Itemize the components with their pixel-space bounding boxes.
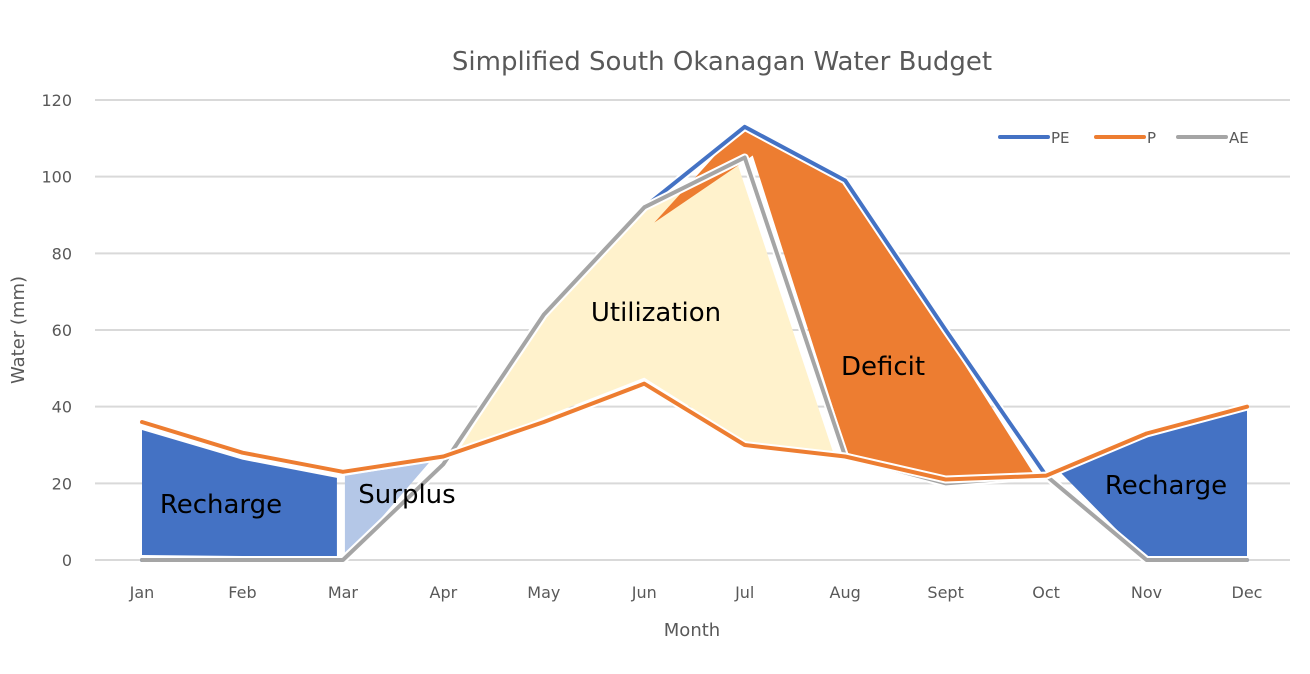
region-label-surplus: Surplus <box>358 480 455 510</box>
x-tick-label: Dec <box>1232 583 1263 602</box>
x-tick-label: Jul <box>734 583 754 602</box>
x-tick-label: Aug <box>830 583 861 602</box>
region-label-recharge: Recharge <box>160 490 282 520</box>
region-utilization <box>457 161 836 459</box>
region-recharge-early <box>142 430 337 557</box>
x-axis-ticks: Jan Feb Mar Apr May Jun Jul Aug Sept Oct Nov Dec <box>129 583 1263 602</box>
y-tick-label: 80 <box>52 244 72 263</box>
y-tick-label: 20 <box>52 474 72 493</box>
legend-label-p: P <box>1147 129 1156 147</box>
y-tick-label: 60 <box>52 321 72 340</box>
x-tick-label: Feb <box>228 583 256 602</box>
x-tick-label: Oct <box>1032 583 1060 602</box>
legend-label-pe: PE <box>1051 129 1070 147</box>
x-tick-label: Jan <box>129 583 155 602</box>
region-labels: Recharge Surplus Utilization Deficit Recharg… <box>160 298 1227 520</box>
y-axis-label: Water (mm) <box>8 276 29 384</box>
y-tick-label: 0 <box>62 551 72 570</box>
x-tick-label: May <box>527 583 560 602</box>
x-tick-label: Apr <box>430 583 458 602</box>
y-axis-ticks: 0 20 40 60 80 100 120 <box>41 91 72 570</box>
series-line-p <box>140 381 1249 482</box>
x-tick-label: Nov <box>1131 583 1162 602</box>
x-axis-label: Month <box>664 620 720 641</box>
y-tick-label: 120 <box>41 91 72 110</box>
x-tick-label: Jun <box>631 583 657 602</box>
x-tick-label: Mar <box>328 583 359 602</box>
series-lines <box>140 122 1249 564</box>
region-label-utilization: Utilization <box>591 298 721 328</box>
series-line-ae <box>140 155 1249 562</box>
region-recharge-late <box>1056 406 1247 560</box>
legend-label-ae: AE <box>1229 129 1249 147</box>
y-tick-label: 40 <box>52 398 72 417</box>
region-deficit <box>654 122 1037 481</box>
y-tick-label: 100 <box>41 168 72 187</box>
budget-regions <box>142 122 1247 560</box>
x-tick-label: Sept <box>927 583 963 602</box>
chart-title: Simplified South Okanagan Water Budget <box>452 47 992 77</box>
region-label-recharge: Recharge <box>1105 471 1227 501</box>
legend: PE P AE <box>998 129 1249 147</box>
region-label-deficit: Deficit <box>841 352 925 382</box>
